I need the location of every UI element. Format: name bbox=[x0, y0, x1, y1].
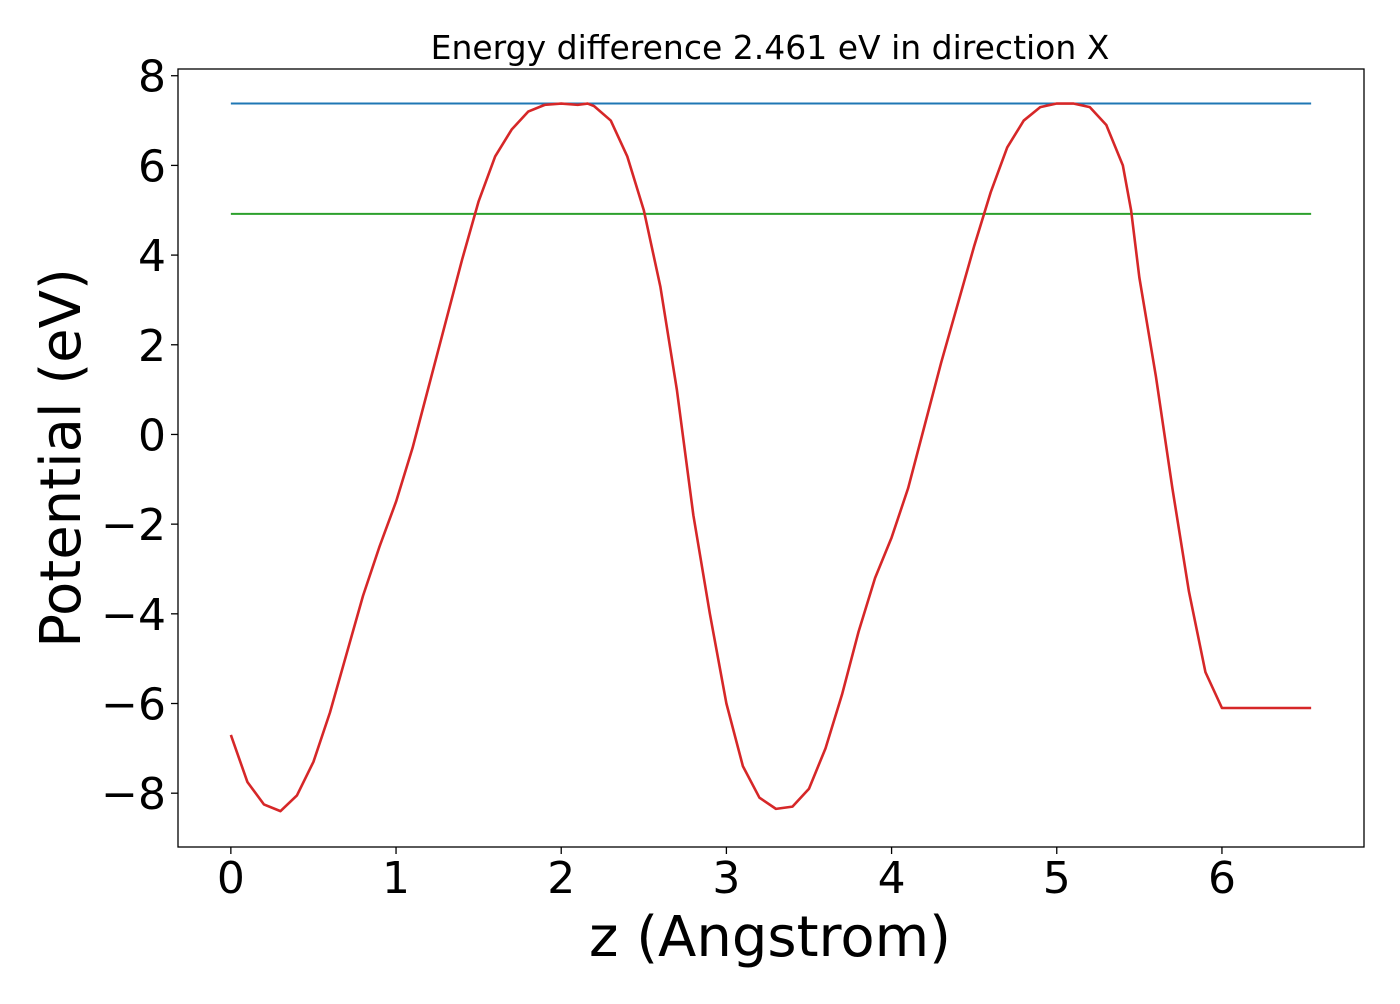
x-tick-label: 3 bbox=[712, 853, 740, 904]
y-axis-label: Potential (eV) bbox=[29, 268, 94, 648]
y-tick-label: 6 bbox=[138, 141, 166, 192]
y-tick-label: 4 bbox=[138, 231, 166, 282]
x-axis-label: z (Angstrom) bbox=[589, 905, 951, 970]
chart-title: Energy difference 2.461 eV in direction … bbox=[431, 28, 1110, 67]
y-tick-label: 8 bbox=[138, 52, 166, 103]
plot-area bbox=[229, 102, 1312, 813]
plot-frame bbox=[177, 68, 1365, 848]
series-line-3 bbox=[229, 102, 1312, 813]
x-tick-label: 6 bbox=[1208, 853, 1236, 904]
x-tick-label: 1 bbox=[382, 853, 410, 904]
x-tick-label: 5 bbox=[1043, 853, 1071, 904]
y-tick-label: 2 bbox=[138, 321, 166, 372]
y-tick-label: −2 bbox=[101, 500, 166, 551]
y-tick-label: −6 bbox=[101, 680, 166, 731]
y-tick-label: −4 bbox=[101, 590, 166, 641]
x-tick-label: 2 bbox=[547, 853, 575, 904]
y-tick-label: 0 bbox=[138, 410, 166, 461]
y-tick-label: −8 bbox=[101, 769, 166, 820]
x-tick-label: 0 bbox=[217, 853, 245, 904]
y-axis-ticks: −8 −6 −4 −2 0 2 4 6 8 bbox=[101, 52, 178, 820]
x-axis-ticks: 0 1 2 3 4 5 6 bbox=[217, 847, 1236, 904]
x-tick-label: 4 bbox=[878, 853, 906, 904]
